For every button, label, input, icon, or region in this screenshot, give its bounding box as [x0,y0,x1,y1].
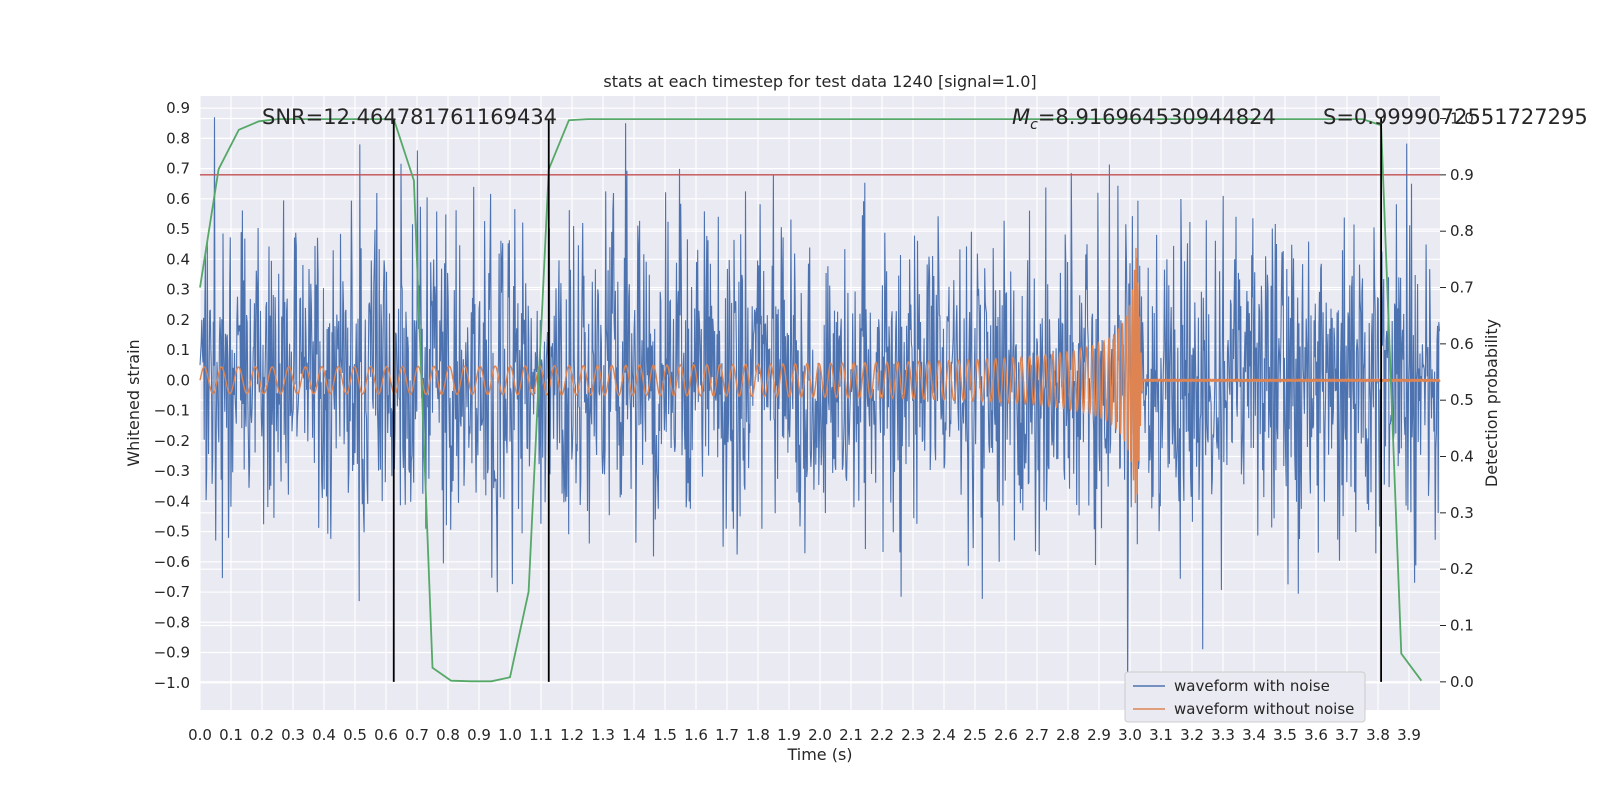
x-tick-label: 3.1 [1149,726,1173,744]
x-tick-label: 1.1 [529,726,553,744]
x-tick-label: 1.4 [622,726,646,744]
x-tick-label: 0.2 [250,726,274,744]
x-tick-label: 2.7 [1025,726,1049,744]
vertical-markers [392,118,1382,682]
probability-series [199,118,1440,683]
legend-box [1124,671,1366,723]
x-tick-label: 2.8 [1056,726,1080,744]
x-tick-label: 1.9 [777,726,801,744]
signal-series [199,247,1441,504]
y2-axis-label: Detection probability [1482,319,1501,487]
x-tick-label: 3.7 [1335,726,1359,744]
x-tick-label: 2.2 [870,726,894,744]
x-tick-label: 2.6 [994,726,1018,744]
y-tick-label: 0.5 [166,220,190,238]
snr-annotation: SNR=12.464781761169434 [262,105,557,129]
y-tick-label: −0.9 [154,644,190,662]
x-axis-ticks: 0.0 0.1 0.2 0.3 0.4 0.5 0.6 0.7 0.8 0.9 1.0 1.1 1.2 1… [188,726,1421,744]
x-tick-label: 0.1 [219,726,243,744]
noise-waveform-line [199,117,1440,691]
chirp-mass-symbol: M [1012,105,1030,129]
x-tick-label: 0.0 [188,726,212,744]
x-tick-label: 3.8 [1366,726,1390,744]
y-axis-ticks: 0.9 0.8 0.7 0.6 0.5 0.4 0.3 0.2 0.1 0.0 −0.1 −0.2 −0… [154,99,190,692]
y2-tick-label: 0.1 [1450,617,1474,635]
y-tick-label: −0.2 [154,432,190,450]
chart-title: stats at each timestep for test data 124… [603,72,1036,91]
y2-tick-label: 0.8 [1450,222,1474,240]
x-tick-label: 1.7 [715,726,739,744]
x-tick-label: 0.7 [405,726,429,744]
x-tick-label: 0.6 [374,726,398,744]
y-tick-label: −0.7 [154,583,190,601]
x-tick-label: 0.4 [312,726,336,744]
y-tick-label: 0.1 [166,341,190,359]
y2-tick-label: 0.5 [1450,391,1474,409]
chirp-mass-annotation: Mc=8.916964530944824 [1012,105,1276,133]
chirp-mass-value: =8.916964530944824 [1038,105,1276,129]
legend-label-signal: waveform without noise [1174,700,1354,718]
x-axis-label: Time (s) [786,745,852,764]
x-tick-label: 1.3 [591,726,615,744]
legend: waveform with noise waveform without noi… [1124,671,1366,723]
x-tick-label: 1.6 [684,726,708,744]
x-tick-label: 2.4 [932,726,956,744]
x-tick-label: 1.2 [560,726,584,744]
y2-tick-label: 0.7 [1450,279,1474,297]
y-tick-label: 0.0 [166,371,190,389]
x-tick-label: 1.8 [746,726,770,744]
y-tick-label: 0.9 [166,99,190,117]
legend-label-noise: waveform with noise [1174,677,1330,695]
x-tick-label: 3.4 [1242,726,1266,744]
y2-tick-label: 0.9 [1450,166,1474,184]
y-axis-label: Whitened strain [124,339,143,466]
y-tick-label: −0.3 [154,462,190,480]
y2-tick-label: 0.2 [1450,560,1474,578]
signal-waveform-line [199,247,1441,504]
x-tick-label: 0.8 [436,726,460,744]
y-tick-label: −0.4 [154,492,190,510]
chirp-mass-subscript: c [1030,117,1038,133]
x-tick-label: 1.5 [653,726,677,744]
s-annotation: S=0.9999072551727295 [1323,105,1588,129]
x-tick-label: 2.3 [901,726,925,744]
y-tick-label: −0.6 [154,553,190,571]
y2-tick-label: 0.4 [1450,448,1474,466]
detection-probability-line [199,118,1423,683]
y2-tick-label: 0.0 [1450,673,1474,691]
y-tick-label: 0.2 [166,311,190,329]
x-tick-label: 3.2 [1180,726,1204,744]
x-tick-label: 3.3 [1211,726,1235,744]
x-tick-label: 3.5 [1273,726,1297,744]
y2-tick-label: 1.0 [1450,110,1474,128]
x-tick-label: 3.0 [1118,726,1142,744]
x-tick-label: 2.1 [839,726,863,744]
x-tick-label: 3.6 [1304,726,1328,744]
y-tick-label: −1.0 [154,674,190,692]
x-tick-label: 0.9 [467,726,491,744]
x-tick-label: 0.3 [281,726,305,744]
y-tick-label: 0.8 [166,129,190,147]
x-tick-label: 1.0 [498,726,522,744]
y-tick-label: −0.5 [154,523,190,541]
x-tick-label: 2.0 [808,726,832,744]
y2-tick-label: 0.6 [1450,335,1474,353]
y-tick-label: 0.4 [166,250,190,268]
x-tick-label: 0.5 [343,726,367,744]
y-tick-label: −0.8 [154,613,190,631]
x-tick-label: 2.5 [963,726,987,744]
y2-axis-ticks: 1.0 0.9 0.8 0.7 0.6 0.5 0.4 0.3 0.2 0.1 0.0 [1440,110,1474,691]
y-tick-label: 0.3 [166,281,190,299]
y-tick-label: −0.1 [154,402,190,420]
noise-series [199,117,1440,691]
y2-tick-label: 0.3 [1450,504,1474,522]
x-tick-label: 3.9 [1397,726,1421,744]
y-tick-label: 0.7 [166,160,190,178]
y-tick-label: 0.6 [166,190,190,208]
x-tick-label: 2.9 [1087,726,1111,744]
